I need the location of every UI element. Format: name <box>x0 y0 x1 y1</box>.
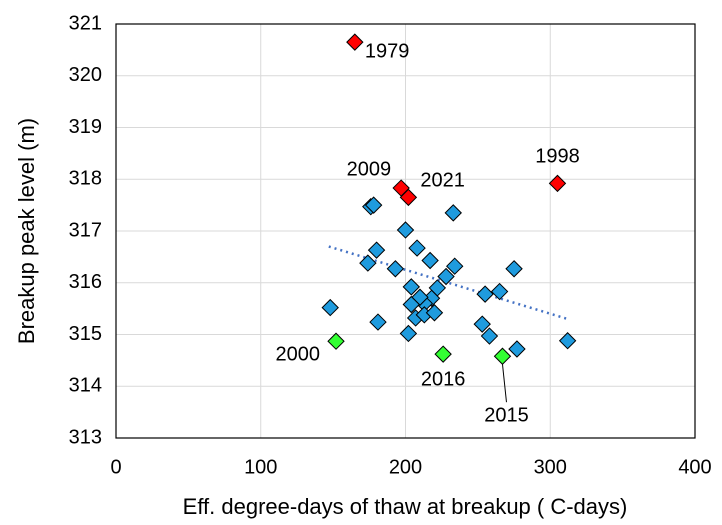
point <box>437 267 455 286</box>
point <box>434 345 452 363</box>
point <box>508 340 526 358</box>
point <box>327 332 345 350</box>
point <box>425 304 444 322</box>
leader-line <box>501 364 507 403</box>
point <box>548 174 567 193</box>
point <box>408 239 426 257</box>
x-tick-label: 300 <box>534 456 567 478</box>
point <box>444 204 462 222</box>
y-tick-label: 320 <box>69 64 102 86</box>
x-tick-label: 400 <box>678 456 711 478</box>
y-tick-label: 314 <box>69 375 102 397</box>
point-label: 1979 <box>365 40 410 62</box>
point-label: 2000 <box>276 344 321 366</box>
point-label: 2016 <box>421 368 466 390</box>
point <box>346 33 364 51</box>
point <box>369 313 387 331</box>
y-tick-label: 321 <box>69 12 102 34</box>
y-tick-label: 317 <box>69 219 102 241</box>
y-tick-label: 319 <box>69 116 102 138</box>
point <box>558 332 577 350</box>
point <box>473 315 491 333</box>
x-axis-title: Eff. degree-days of thaw at breakup ( C-… <box>183 494 628 519</box>
point <box>421 251 439 270</box>
point <box>490 282 509 301</box>
point-label: 2021 <box>420 170 465 192</box>
point <box>399 188 418 207</box>
point <box>321 298 339 317</box>
x-tick-label: 200 <box>389 456 422 478</box>
point <box>505 260 523 278</box>
point-label: 2009 <box>347 158 392 180</box>
point <box>493 347 512 365</box>
point-label: 1998 <box>535 146 580 168</box>
point <box>359 254 377 272</box>
point <box>386 260 405 278</box>
x-tick-label: 100 <box>244 456 277 478</box>
point <box>476 285 494 303</box>
y-tick-label: 316 <box>69 271 102 293</box>
plot-frame <box>115 23 696 439</box>
y-tick-label: 318 <box>69 168 102 190</box>
point <box>367 241 386 259</box>
point <box>396 221 415 239</box>
point <box>402 295 420 314</box>
x-tick-label: 0 <box>110 456 121 478</box>
point <box>399 324 418 343</box>
point-label: 2015 <box>484 405 529 427</box>
point <box>364 196 383 214</box>
y-tick-label: 313 <box>69 426 102 448</box>
point <box>402 278 420 296</box>
y-axis-title: Breakup peak level (m) <box>14 118 39 344</box>
point <box>446 257 464 275</box>
point <box>480 327 499 345</box>
y-tick-label: 315 <box>69 323 102 345</box>
